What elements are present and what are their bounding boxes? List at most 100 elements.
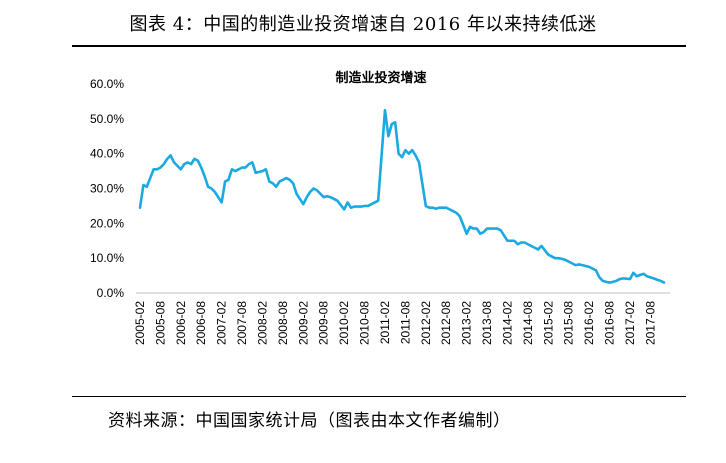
- data-point: [204, 175, 206, 177]
- x-tick-label: 2017-02: [623, 301, 637, 345]
- data-point: [183, 163, 185, 165]
- data-point: [221, 201, 223, 203]
- data-point: [472, 228, 474, 230]
- data-point: [173, 161, 175, 163]
- data-point: [377, 200, 379, 202]
- x-tick-label: 2016-02: [582, 301, 596, 345]
- x-tick-label: 2008-08: [276, 301, 290, 345]
- data-point: [486, 228, 488, 230]
- data-point: [493, 228, 495, 230]
- data-point: [455, 212, 457, 214]
- data-point: [592, 268, 594, 270]
- data-point: [367, 205, 369, 207]
- data-point: [292, 182, 294, 184]
- data-point: [187, 161, 189, 163]
- data-point: [350, 207, 352, 209]
- data-point: [197, 160, 199, 162]
- data-point: [656, 279, 658, 281]
- x-tick-label: 2008-02: [255, 301, 269, 345]
- data-point: [612, 281, 614, 283]
- data-point: [564, 259, 566, 261]
- data-point: [398, 153, 400, 155]
- x-tick-label: 2011-08: [398, 301, 412, 344]
- x-tick-label: 2015-02: [541, 301, 555, 345]
- data-point: [537, 248, 539, 250]
- data-point: [646, 275, 648, 277]
- data-point: [489, 228, 491, 230]
- data-point: [394, 121, 396, 123]
- data-point: [360, 206, 362, 208]
- x-tick-label: 2011-02: [378, 301, 392, 344]
- data-point: [578, 263, 580, 265]
- x-tick-label: 2009-02: [296, 301, 310, 345]
- data-point: [541, 245, 543, 247]
- y-tick-label: 60.0%: [90, 77, 124, 91]
- data-point: [459, 215, 461, 217]
- x-tick-label: 2010-02: [337, 301, 351, 345]
- source-rule: [72, 396, 686, 397]
- data-point: [510, 240, 512, 242]
- x-tick-label: 2013-08: [480, 301, 494, 345]
- x-tick-label: 2007-08: [235, 301, 249, 345]
- data-point: [523, 241, 525, 243]
- data-point: [302, 203, 304, 205]
- data-point: [527, 243, 529, 245]
- data-point: [391, 123, 393, 125]
- data-point: [653, 277, 655, 279]
- data-point: [639, 274, 641, 276]
- data-point: [163, 163, 165, 165]
- data-point: [425, 205, 427, 207]
- x-tick-label: 2010-08: [358, 301, 372, 345]
- data-point: [649, 276, 651, 278]
- data-point: [469, 226, 471, 228]
- figure-caption: 图表 4：中国的制造业投资增速自 2016 年以来持续低迷: [129, 14, 597, 35]
- x-tick-label: 2016-08: [603, 301, 617, 345]
- data-point: [323, 196, 325, 198]
- data-point: [319, 193, 321, 195]
- x-tick-label: 2007-02: [215, 301, 229, 345]
- data-point: [238, 168, 240, 170]
- data-point: [316, 189, 318, 191]
- data-point: [347, 201, 349, 203]
- data-point: [636, 275, 638, 277]
- data-point: [554, 257, 556, 259]
- data-point: [432, 207, 434, 209]
- data-point: [513, 240, 515, 242]
- data-point: [663, 282, 665, 284]
- data-point: [384, 109, 386, 111]
- x-tick-label: 2005-02: [133, 301, 147, 345]
- data-point: [551, 255, 553, 257]
- data-point: [255, 172, 257, 174]
- data-point: [496, 228, 498, 230]
- data-point: [520, 241, 522, 243]
- data-point: [336, 200, 338, 202]
- x-tick-label: 2006-08: [194, 301, 208, 345]
- data-point: [193, 158, 195, 160]
- data-point: [227, 179, 229, 181]
- chart-title: 制造业投资增速: [335, 70, 426, 86]
- data-point: [370, 203, 372, 205]
- data-point: [534, 247, 536, 249]
- x-tick-label: 2006-02: [174, 301, 188, 345]
- data-point: [660, 280, 662, 282]
- data-point: [330, 196, 332, 198]
- data-point: [571, 262, 573, 264]
- data-point: [401, 156, 403, 158]
- data-point: [438, 207, 440, 209]
- data-point: [207, 186, 209, 188]
- data-point: [588, 266, 590, 268]
- data-point: [306, 196, 308, 198]
- data-point: [449, 208, 451, 210]
- data-point: [418, 161, 420, 163]
- data-point: [241, 167, 243, 169]
- data-point: [581, 264, 583, 266]
- data-point: [598, 276, 600, 278]
- data-point: [602, 280, 604, 282]
- data-point: [547, 254, 549, 256]
- data-point: [285, 177, 287, 179]
- data-point: [265, 168, 267, 170]
- x-tick-label: 2014-08: [521, 301, 535, 345]
- data-point: [214, 191, 216, 193]
- data-point: [629, 278, 631, 280]
